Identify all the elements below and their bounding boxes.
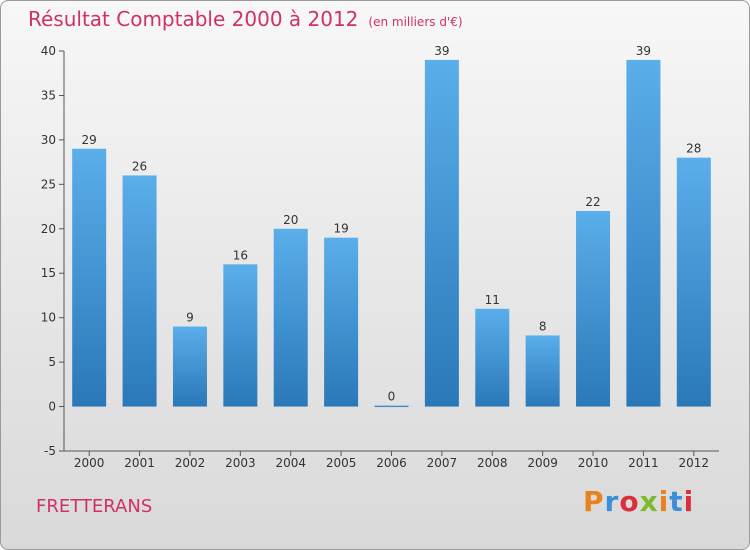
y-tick-label: 30 bbox=[41, 133, 56, 147]
value-label-2002: 9 bbox=[186, 311, 194, 325]
chart-value-labels: 29 26 9 16 20 19 0 39 11 8 22 39 28 bbox=[82, 44, 702, 404]
bar-2003 bbox=[223, 264, 258, 407]
bar-2006 bbox=[374, 405, 409, 408]
y-tick-label: 25 bbox=[41, 177, 56, 191]
chart-bars bbox=[72, 59, 711, 408]
chart-title: Résultat Comptable 2000 à 2012 (en millie… bbox=[28, 7, 463, 31]
value-label-2007: 39 bbox=[434, 44, 449, 58]
chart-unit-label: (en milliers d'€) bbox=[368, 15, 463, 29]
x-tick-label-2008: 2008 bbox=[477, 456, 508, 470]
bar-2000 bbox=[72, 148, 107, 407]
y-tick-label: 35 bbox=[41, 88, 56, 102]
value-label-2001: 26 bbox=[132, 159, 147, 173]
y-tick-label: 20 bbox=[41, 222, 56, 236]
x-tick-label-2005: 2005 bbox=[326, 456, 357, 470]
y-tick-label: 15 bbox=[41, 266, 56, 280]
value-label-2005: 19 bbox=[333, 222, 348, 236]
value-label-2006: 0 bbox=[388, 390, 396, 404]
chart-axes: -5 0 5 10 15 20 25 30 35 40 2000 2001 2002 2003 2004 20… bbox=[41, 44, 719, 470]
chart-title-text: Résultat Comptable 2000 à 2012 bbox=[28, 7, 359, 31]
x-tick-label-2007: 2007 bbox=[427, 456, 458, 470]
logo-letter: t bbox=[669, 485, 684, 518]
bar-2005 bbox=[324, 237, 359, 407]
y-tick-label: 40 bbox=[41, 44, 56, 58]
bar-2001 bbox=[122, 175, 157, 407]
proxiti-logo: Proxiti bbox=[583, 485, 694, 518]
bar-2010 bbox=[576, 211, 611, 407]
bar-2009 bbox=[525, 335, 560, 407]
bar-2004 bbox=[273, 228, 308, 407]
x-tick-label-2003: 2003 bbox=[225, 456, 256, 470]
logo-letter: i bbox=[683, 485, 695, 518]
bar-2002 bbox=[172, 326, 207, 407]
x-tick-label-2010: 2010 bbox=[578, 456, 609, 470]
value-label-2004: 20 bbox=[283, 213, 298, 227]
value-label-2008: 11 bbox=[485, 293, 500, 307]
bar-2008 bbox=[475, 308, 510, 407]
x-tick-label-2011: 2011 bbox=[628, 456, 659, 470]
y-tick-label: -5 bbox=[44, 444, 56, 458]
x-tick-label-2000: 2000 bbox=[74, 456, 105, 470]
logo-letter: P bbox=[583, 485, 605, 518]
x-tick-label-2004: 2004 bbox=[275, 456, 306, 470]
bar-2007 bbox=[424, 59, 459, 407]
y-tick-label: 5 bbox=[48, 355, 56, 369]
logo-letter: x bbox=[639, 485, 659, 518]
value-label-2009: 8 bbox=[539, 319, 547, 333]
logo-letter: r bbox=[604, 485, 620, 518]
x-tick-label-2006: 2006 bbox=[376, 456, 407, 470]
commune-name: FRETTERANS bbox=[36, 496, 153, 517]
bar-2012 bbox=[676, 157, 711, 407]
value-label-2003: 16 bbox=[233, 248, 248, 262]
bar-2011 bbox=[626, 59, 661, 407]
x-tick-label-2002: 2002 bbox=[175, 456, 206, 470]
y-tick-label: 0 bbox=[48, 400, 56, 414]
value-label-2012: 28 bbox=[686, 142, 701, 156]
x-tick-label-2001: 2001 bbox=[124, 456, 155, 470]
logo-letter: i bbox=[658, 485, 670, 518]
value-label-2010: 22 bbox=[585, 195, 600, 209]
x-tick-label-2009: 2009 bbox=[527, 456, 558, 470]
value-label-2011: 39 bbox=[636, 44, 651, 58]
y-tick-label: 10 bbox=[41, 311, 56, 325]
logo-letter: o bbox=[619, 485, 640, 518]
x-tick-label-2012: 2012 bbox=[679, 456, 710, 470]
value-label-2000: 29 bbox=[82, 133, 97, 147]
